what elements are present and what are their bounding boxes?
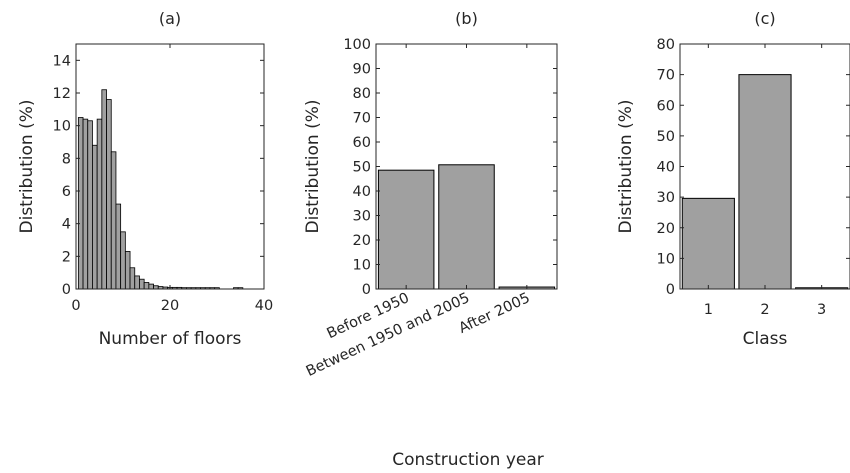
x-tick-label: 1 [704, 302, 713, 318]
y-axis-label: Distribution (%) [17, 100, 37, 234]
y-tick-label: 20 [657, 221, 675, 237]
y-tick-label: 40 [657, 160, 675, 176]
histogram-bar [148, 283, 154, 290]
x-tick-label: 3 [817, 302, 826, 318]
y-tick-label: 60 [353, 135, 371, 151]
y-tick-label: 10 [53, 119, 71, 135]
y-tick-label: 80 [353, 86, 371, 102]
y-tick-label: 70 [353, 111, 371, 127]
x-axis-label: Class [743, 329, 788, 349]
y-tick-label: 8 [62, 151, 71, 167]
histogram-bar [139, 278, 145, 290]
histogram-bar [124, 251, 131, 290]
construction-year-label: Construction year [392, 450, 544, 470]
bar [738, 74, 792, 290]
y-tick-label: 20 [353, 233, 371, 249]
y-tick-label: 10 [657, 251, 675, 267]
y-axis-label: Distribution (%) [616, 100, 636, 234]
y-tick-label: 40 [353, 184, 371, 200]
y-tick-label: 100 [343, 37, 371, 53]
y-tick-label: 10 [353, 258, 371, 274]
x-axis-label: Number of floors [99, 329, 242, 349]
histogram-bar [77, 117, 84, 290]
panel-a: 0 2 4 6 8 10 12 14 Distribution (%) (a) 0 20 40 Numbe… [17, 9, 273, 349]
y-tick-label: 12 [53, 86, 71, 102]
y-tick-label: 90 [353, 62, 371, 78]
y-tick-label: 0 [362, 282, 371, 298]
y-tick-label: 50 [657, 129, 675, 145]
bar [681, 197, 735, 290]
x-tick-label: 2 [760, 302, 769, 318]
y-tick-label: 14 [53, 53, 71, 69]
y-tick-label: 2 [62, 249, 71, 265]
y-tick-label: 4 [62, 217, 71, 233]
histogram-bar [129, 267, 136, 290]
bar [377, 169, 435, 290]
histogram-bar [101, 89, 107, 290]
y-tick-label: 30 [353, 209, 371, 225]
panel-title: (c) [754, 9, 775, 28]
histogram-bar [110, 151, 117, 290]
y-tick-label: 50 [353, 160, 371, 176]
histogram-bar [106, 99, 112, 290]
y-tick-label: 70 [657, 68, 675, 84]
y-axis-label: Distribution (%) [303, 100, 323, 234]
y-tick-label: 0 [666, 282, 675, 298]
x-tick-label: 20 [161, 298, 179, 314]
histogram-bar [82, 118, 89, 290]
y-tick-label: 30 [657, 190, 675, 206]
y-tick-label: 6 [62, 184, 71, 200]
histogram-bar [92, 144, 98, 290]
bar [438, 164, 495, 290]
y-tick-label: 60 [657, 98, 675, 114]
x-tick-label: 0 [71, 298, 80, 314]
histogram-bar [120, 231, 126, 290]
y-tick-label: 80 [657, 37, 675, 53]
histogram-bar [87, 120, 93, 290]
y-tick-label: 0 [62, 282, 71, 298]
panel-title: (a) [159, 9, 181, 28]
x-tick-label: 40 [255, 298, 273, 314]
histogram-bar [143, 282, 150, 290]
histogram-bar [96, 118, 103, 290]
histogram-bar [134, 275, 140, 290]
panel-title: (b) [455, 9, 478, 28]
histogram-bar [115, 203, 122, 290]
